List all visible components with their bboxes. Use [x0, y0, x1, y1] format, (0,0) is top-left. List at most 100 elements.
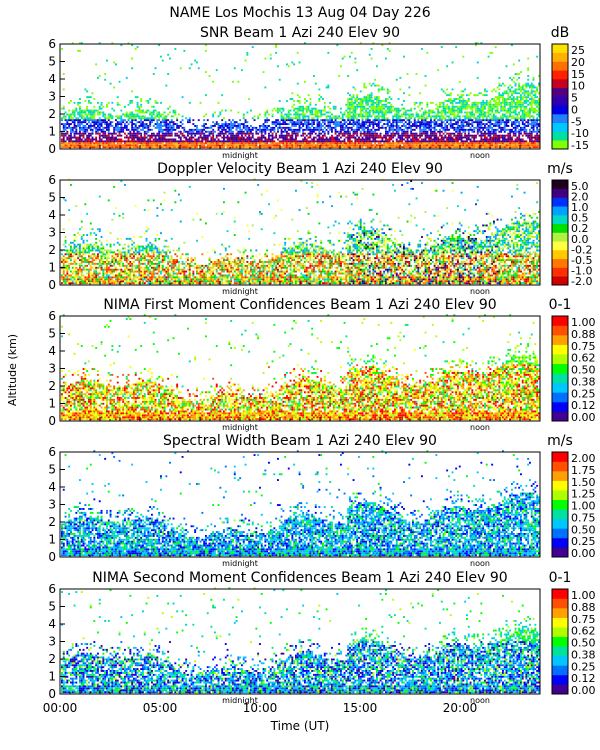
heatmap-cell — [518, 146, 521, 149]
heatmap-cell — [100, 130, 103, 133]
heatmap-cell — [178, 144, 180, 147]
heatmap-cell — [376, 123, 378, 125]
heatmap-cell — [237, 136, 240, 139]
heatmap-cell — [523, 119, 526, 122]
heatmap-cell — [440, 117, 443, 120]
heatmap-cell — [350, 123, 353, 125]
heatmap-cell — [80, 128, 83, 131]
heatmap-cell — [410, 126, 413, 129]
heatmap-cell — [448, 146, 450, 149]
heatmap-cell — [532, 117, 535, 120]
heatmap-cell — [66, 249, 69, 252]
heatmap-cell — [489, 113, 492, 116]
heatmap-cell — [167, 128, 170, 131]
heatmap-cell — [356, 130, 359, 133]
heatmap-cell — [516, 146, 519, 149]
heatmap-cell — [388, 49, 391, 52]
heatmap-cell — [521, 142, 524, 145]
heatmap-cell — [347, 144, 350, 147]
heatmap-cell — [354, 138, 357, 141]
heatmap-cell — [520, 98, 522, 100]
heatmap-cell — [264, 113, 267, 116]
heatmap-cell — [248, 138, 251, 141]
heatmap-cell — [367, 146, 369, 149]
heatmap-cell — [66, 138, 69, 141]
heatmap-cell — [158, 113, 161, 116]
panel-vel: Doppler Velocity Beam 1 Azi 240 Elev 90 m… — [48, 161, 592, 296]
colorbar-tick-label: 5 — [571, 92, 578, 105]
heatmap-cell — [212, 142, 215, 145]
heatmap-cell — [476, 126, 479, 129]
heatmap-cell — [475, 111, 477, 114]
heatmap-cell — [511, 107, 513, 110]
heatmap-cell — [82, 245, 85, 248]
heatmap-cell — [86, 247, 89, 250]
heatmap-cell — [161, 140, 164, 143]
heatmap-cell — [502, 119, 504, 122]
heatmap-cell — [151, 136, 153, 139]
heatmap-cell — [361, 121, 364, 124]
heatmap-cell — [521, 121, 524, 124]
heatmap-cell — [289, 121, 292, 124]
panel-snr: SNR Beam 1 Azi 240 Elev 90 dB0123456midni… — [48, 25, 589, 160]
heatmap-cell — [192, 119, 195, 122]
heatmap-cell — [264, 57, 267, 60]
heatmap-cell — [435, 138, 438, 141]
heatmap-cell — [172, 109, 175, 112]
heatmap-cell — [534, 90, 537, 93]
heatmap-cell — [480, 142, 483, 145]
heatmap-cell — [73, 132, 76, 135]
heatmap-cell — [458, 134, 461, 137]
heatmap-cell — [136, 132, 139, 135]
heatmap-cell — [223, 123, 225, 125]
heatmap-cell — [282, 123, 285, 125]
heatmap-cell — [73, 234, 76, 236]
heatmap-cell — [372, 100, 375, 102]
heatmap-cell — [345, 142, 348, 145]
heatmap-cell — [311, 111, 314, 114]
heatmap-cell — [70, 100, 72, 102]
heatmap-cell — [116, 130, 119, 133]
heatmap-cell — [311, 113, 314, 116]
heatmap-cell — [97, 113, 99, 116]
heatmap-cell — [377, 140, 380, 143]
heatmap-cell — [66, 132, 69, 135]
heatmap-cell — [158, 144, 161, 147]
heatmap-cell — [98, 128, 101, 131]
heatmap-cell — [302, 115, 305, 118]
heatmap-cell — [131, 125, 134, 127]
heatmap-cell — [503, 138, 506, 141]
heatmap-cell — [345, 130, 348, 133]
heatmap-cell — [518, 100, 521, 102]
heatmap-cell — [295, 130, 297, 133]
heatmap-cell — [502, 100, 504, 102]
heatmap-cell — [293, 103, 296, 106]
heatmap-cell — [343, 128, 346, 131]
heatmap-cell — [406, 132, 409, 135]
heatmap-cell — [433, 115, 436, 118]
heatmap-cell — [532, 98, 535, 100]
heatmap-cell — [464, 115, 467, 118]
heatmap-cell — [160, 140, 162, 143]
heatmap-cell — [329, 121, 332, 124]
heatmap-cell — [156, 144, 159, 147]
heatmap-cell — [111, 107, 114, 110]
heatmap-cell — [280, 117, 283, 120]
heatmap-cell — [460, 125, 463, 127]
heatmap-cell — [523, 96, 526, 99]
heatmap-cell — [489, 130, 492, 133]
heatmap-cell — [376, 100, 378, 102]
heatmap-cell — [323, 126, 326, 129]
heatmap-cell — [467, 123, 470, 125]
heatmap-cell — [151, 105, 153, 108]
heatmap-cell — [439, 132, 441, 135]
heatmap-cell — [318, 138, 321, 141]
heatmap-cell — [210, 144, 213, 147]
heatmap-cell — [489, 136, 492, 139]
heatmap-cell — [311, 140, 314, 143]
heatmap-cell — [300, 107, 303, 110]
heatmap-cell — [397, 98, 400, 100]
heatmap-cell — [502, 101, 504, 104]
heatmap-cell — [327, 138, 330, 141]
heatmap-cell — [318, 134, 321, 137]
